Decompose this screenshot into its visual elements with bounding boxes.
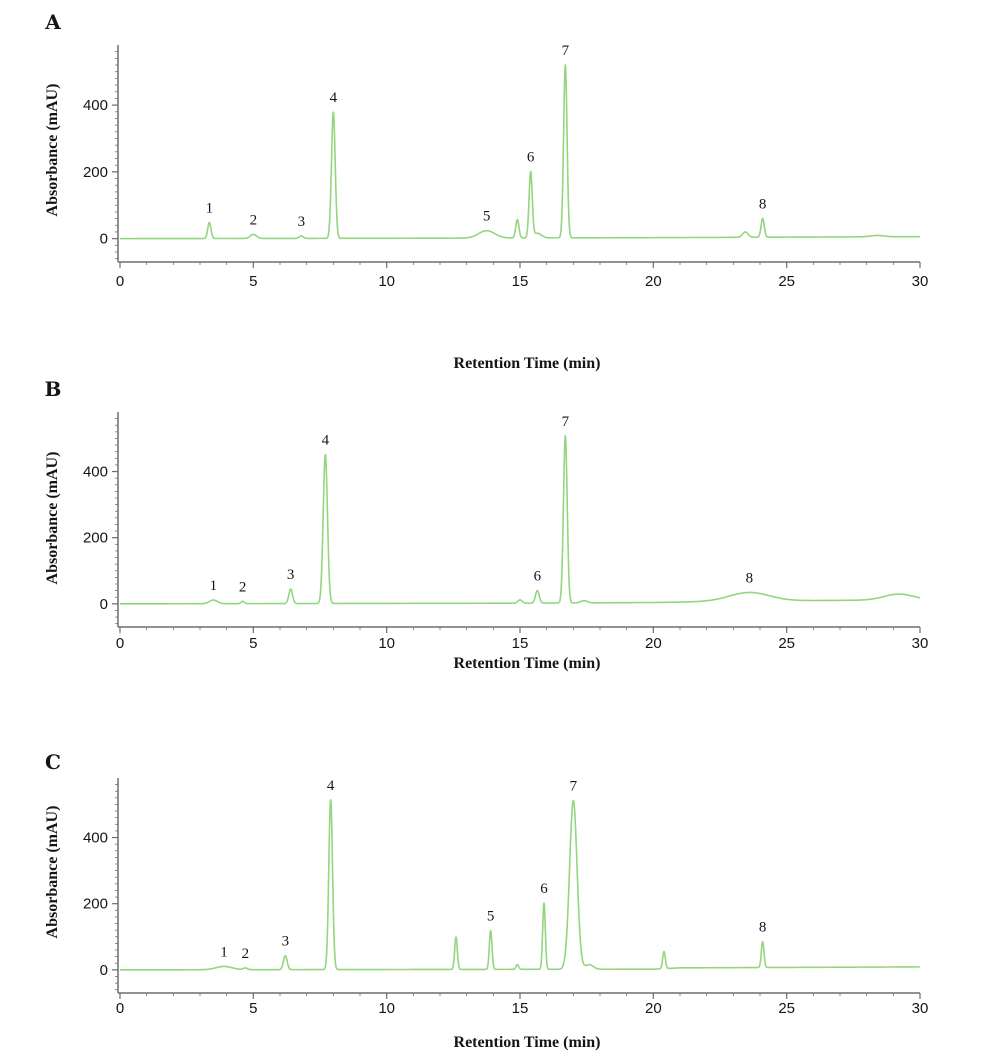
y-tick-label: 0 (100, 231, 108, 248)
peak-label: 5 (483, 209, 491, 225)
peak-label: 2 (242, 946, 250, 962)
x-tick-label: 0 (116, 273, 124, 290)
x-tick-label: 10 (378, 273, 395, 290)
x-tick-label: 30 (912, 1000, 929, 1017)
x-tick-label: 25 (778, 635, 795, 652)
y-axis-title: Absorbance (mAU) (44, 452, 61, 585)
panel-letter: B (45, 377, 62, 401)
chromatogram-trace-b (119, 435, 921, 605)
x-axis-title: Retention Time (min) (454, 355, 601, 372)
y-tick-label: 0 (100, 596, 108, 613)
panel-b: B 0 200 400 0 5 10 15 20 25 30 Retention Time (min)… (44, 377, 928, 672)
peak-label: 7 (570, 779, 578, 795)
peak-label: 7 (562, 414, 570, 430)
x-tick-label: 25 (778, 1000, 795, 1017)
x-axis-title: Retention Time (min) (454, 655, 601, 672)
chromatogram-trace-c (119, 799, 921, 971)
y-tick-label: 200 (83, 896, 108, 913)
x-tick-label: 20 (645, 273, 662, 290)
peak-label: 7 (562, 43, 570, 59)
peak-label: 3 (287, 567, 295, 583)
peak-label: 1 (206, 200, 214, 216)
panel-letter: A (44, 10, 61, 34)
peak-label: 3 (298, 214, 306, 230)
peak-label: 6 (527, 150, 535, 166)
y-axis-title: Absorbance (mAU) (44, 806, 61, 939)
peak-label: 8 (746, 570, 754, 586)
peak-label: 8 (759, 920, 767, 936)
y-tick-label: 400 (83, 97, 108, 114)
peak-label: 4 (327, 778, 335, 794)
y-tick-label: 400 (83, 830, 108, 847)
peak-label: 4 (322, 433, 330, 449)
panel-letter: C (45, 750, 61, 774)
x-tick-label: 15 (512, 1000, 529, 1017)
peak-label: 1 (220, 944, 228, 960)
x-tick-label: 0 (116, 1000, 124, 1017)
x-tick-label: 5 (249, 635, 257, 652)
x-tick-label: 5 (249, 1000, 257, 1017)
y-tick-label: 0 (100, 962, 108, 979)
peak-label: 1 (210, 578, 218, 594)
peak-label: 2 (239, 579, 247, 595)
x-tick-label: 0 (116, 635, 124, 652)
x-tick-label: 20 (645, 635, 662, 652)
peak-label: 2 (250, 212, 258, 228)
y-axis-title: Absorbance (mAU) (44, 84, 61, 217)
peak-label: 5 (487, 909, 495, 925)
x-tick-label: 20 (645, 1000, 662, 1017)
x-tick-label: 25 (778, 273, 795, 290)
x-tick-label: 15 (512, 273, 529, 290)
x-tick-label: 10 (378, 635, 395, 652)
x-tick-label: 10 (378, 1000, 395, 1017)
x-axis-title: Retention Time (min) (454, 1034, 601, 1051)
x-tick-label: 30 (912, 273, 929, 290)
peak-label: 6 (534, 569, 542, 585)
peak-label: 6 (540, 881, 548, 897)
y-tick-label: 400 (83, 464, 108, 481)
peak-label: 8 (759, 197, 767, 213)
peak-label: 3 (282, 934, 290, 950)
chromatogram-trace-a (119, 64, 921, 240)
peak-label: 4 (330, 90, 338, 106)
y-tick-label: 200 (83, 164, 108, 181)
y-tick-label: 200 (83, 530, 108, 547)
x-tick-label: 15 (512, 635, 529, 652)
x-tick-label: 5 (249, 273, 257, 290)
x-tick-label: 30 (912, 635, 929, 652)
